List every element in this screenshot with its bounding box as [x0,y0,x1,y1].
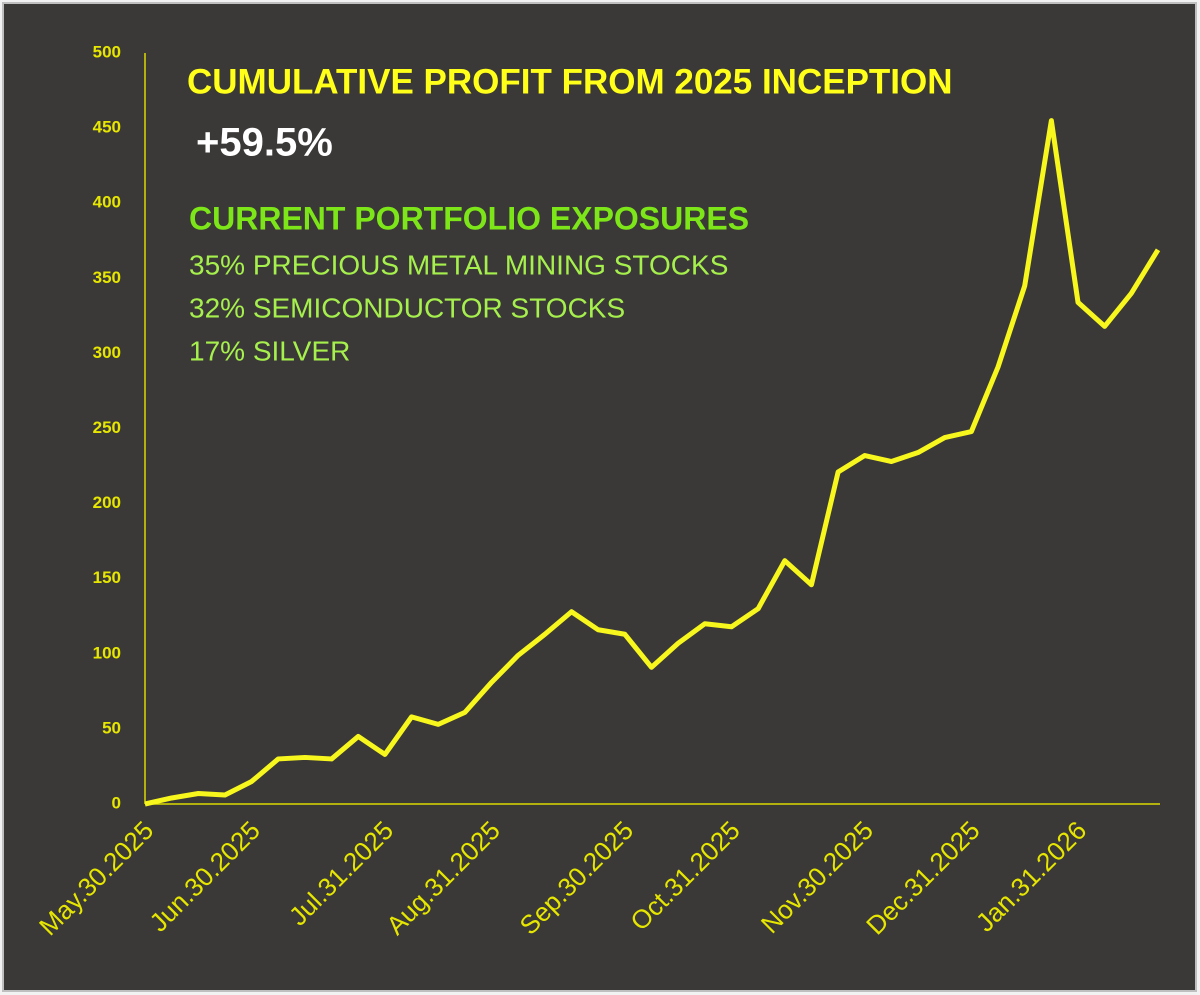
chart-title: CUMULATIVE PROFIT FROM 2025 INCEPTION [187,62,953,101]
annotation: 17% SILVER [189,335,350,366]
y-tick-label: 200 [93,493,121,512]
y-tick-label: 450 [93,118,121,137]
annotation-title: CURRENT PORTFOLIO EXPOSURES [189,200,749,236]
line-series [144,118,1161,807]
annotation: 32% SEMICONDUCTOR STOCKS [189,292,625,323]
y-tick-label: 250 [93,418,121,437]
y-tick-label: 300 [93,343,121,362]
y-tick-label: 100 [93,643,121,662]
y-tick-label: 50 [102,718,121,737]
y-tick-label: 0 [112,793,121,812]
y-tick-label: 150 [93,568,121,587]
y-tick-label: 500 [93,42,121,61]
subtitle: +59.5% [196,121,333,165]
annotation: 35% PRECIOUS METAL MINING STOCKS [189,249,728,280]
y-tick-label: 350 [93,268,121,287]
y-tick-label: 400 [93,193,121,212]
